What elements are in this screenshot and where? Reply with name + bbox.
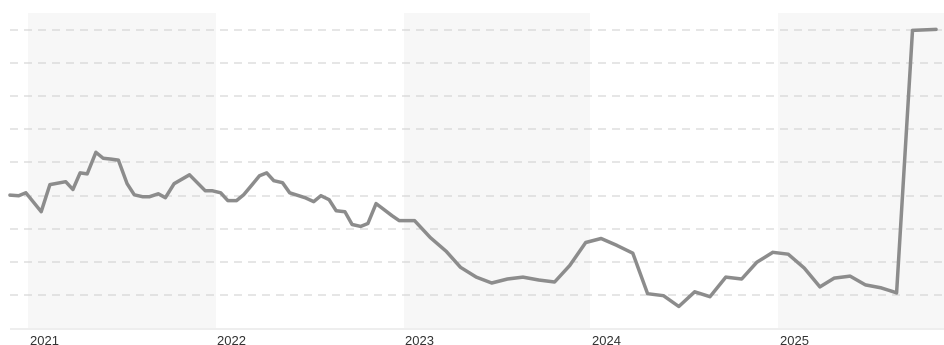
data-point: [242, 193, 245, 196]
x-tick-label: 2022: [217, 333, 246, 345]
data-point: [117, 158, 120, 162]
data-point: [848, 274, 852, 278]
data-point: [204, 189, 207, 192]
data-point: [71, 188, 75, 191]
data-point: [219, 191, 222, 194]
data-point: [662, 294, 665, 297]
data-point: [568, 264, 572, 267]
data-point: [188, 173, 191, 176]
data-point: [459, 266, 462, 269]
data-point: [599, 237, 603, 240]
data-point: [350, 223, 354, 226]
data-point: [64, 180, 67, 183]
data-point: [880, 286, 883, 290]
data-point: [771, 251, 775, 254]
year-band: [778, 13, 944, 328]
data-point: [8, 193, 12, 197]
data-point: [211, 189, 214, 192]
data-point: [164, 196, 167, 199]
x-tick-label: 2023: [405, 333, 434, 345]
data-point: [445, 250, 448, 253]
data-point: [397, 219, 401, 222]
data-point: [40, 210, 43, 213]
year-bands: [28, 13, 944, 328]
data-point: [506, 277, 509, 281]
data-point: [693, 290, 696, 293]
data-point: [646, 292, 649, 295]
data-point: [429, 236, 432, 239]
x-tick-labels: 2021 2022 2023 2024 2025: [30, 333, 809, 345]
data-point: [101, 157, 105, 160]
data-point: [48, 183, 52, 186]
data-point: [265, 171, 268, 175]
data-point: [94, 151, 98, 154]
data-point: [521, 275, 525, 279]
data-point: [86, 172, 89, 176]
data-point: [740, 277, 743, 281]
data-point: [148, 195, 151, 198]
data-point: [833, 276, 836, 280]
data-point: [755, 260, 759, 264]
data-point: [272, 179, 275, 182]
data-point: [24, 191, 28, 194]
data-point: [724, 275, 727, 279]
data-point: [343, 210, 347, 213]
data-point: [677, 305, 680, 308]
x-tick-label: 2024: [592, 333, 621, 345]
data-point: [818, 285, 822, 289]
data-point: [895, 291, 898, 294]
data-point: [490, 281, 493, 285]
data-point: [110, 157, 113, 161]
data-point: [303, 196, 307, 199]
data-point: [802, 266, 806, 270]
data-point: [390, 214, 394, 217]
data-point: [631, 252, 634, 255]
data-point: [374, 202, 378, 205]
data-point: [78, 171, 82, 175]
data-point: [864, 283, 867, 287]
data-point: [288, 191, 291, 194]
data-point: [359, 225, 362, 228]
data-point: [911, 29, 914, 32]
data-point: [475, 275, 478, 279]
data-point: [312, 200, 315, 203]
data-point: [226, 199, 229, 202]
data-point: [281, 181, 284, 184]
data-point: [615, 244, 619, 247]
data-point: [537, 278, 540, 282]
series-line: [8, 27, 938, 309]
data-point: [133, 193, 136, 196]
data-point: [258, 174, 261, 177]
data-point: [787, 253, 790, 256]
data-point: [141, 195, 144, 198]
data-point: [553, 280, 556, 284]
data-point: [366, 222, 370, 225]
data-point: [327, 198, 331, 201]
data-point: [319, 194, 323, 197]
data-point: [584, 241, 587, 244]
data-point: [335, 209, 338, 212]
data-point: [172, 182, 176, 185]
x-tick-label: 2025: [780, 333, 809, 345]
data-point: [157, 192, 160, 195]
x-tick-label: 2021: [30, 333, 59, 345]
data-point: [235, 199, 238, 202]
data-point: [17, 194, 20, 197]
data-point: [413, 219, 416, 222]
series-group: [8, 27, 938, 309]
data-point: [708, 295, 712, 298]
data-point: [125, 182, 129, 185]
data-point: [934, 28, 938, 31]
